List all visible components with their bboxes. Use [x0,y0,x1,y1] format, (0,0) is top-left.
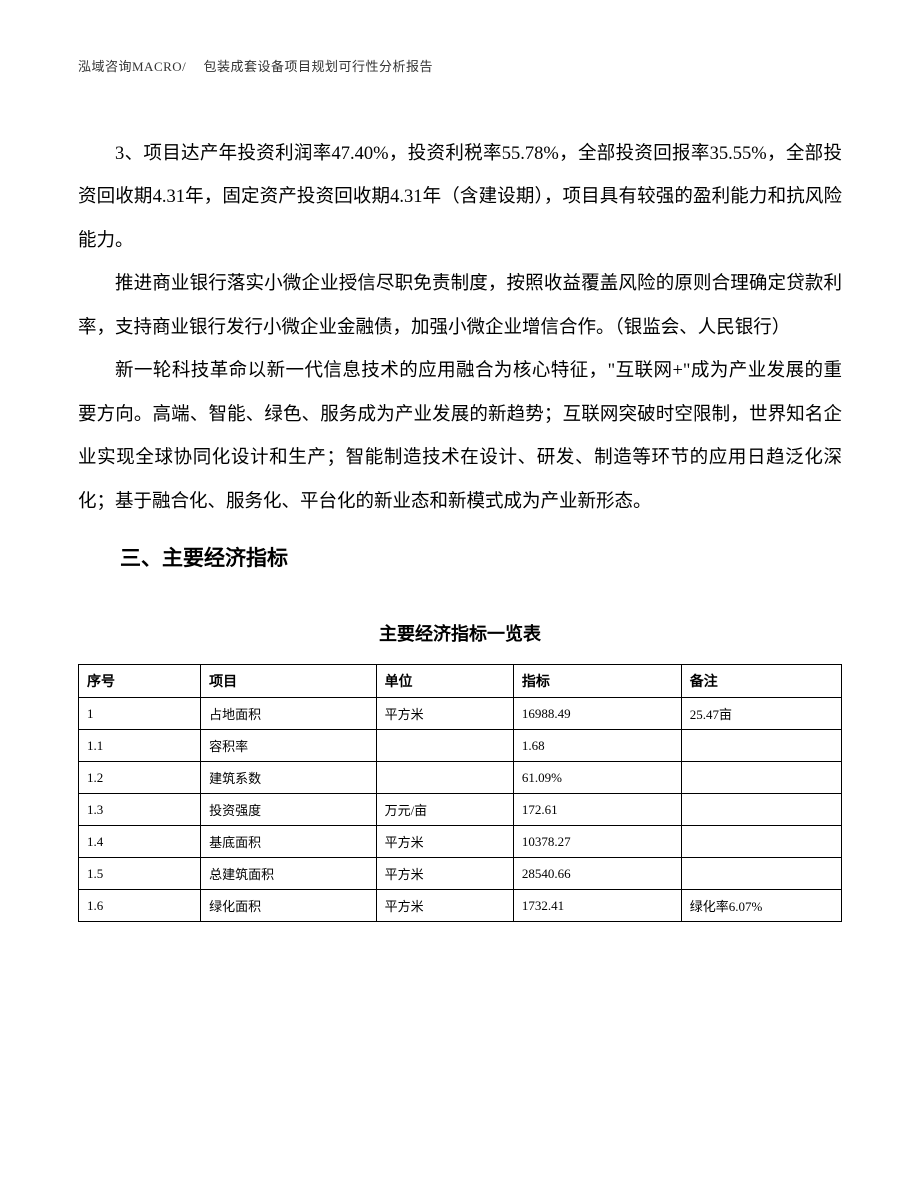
economic-indicators-table: 序号 项目 单位 指标 备注 1 占地面积 平方米 16988.49 25.47… [78,664,842,922]
table-cell: 占地面积 [201,698,376,730]
table-cell: 平方米 [376,858,513,890]
table-cell: 平方米 [376,890,513,922]
table-cell: 容积率 [201,730,376,762]
table-cell: 建筑系数 [201,762,376,794]
table-cell [681,858,841,890]
table-cell: 万元/亩 [376,794,513,826]
document-page: 泓域咨询MACRO/ 包装成套设备项目规划可行性分析报告 3、项目达产年投资利润… [0,0,920,982]
paragraph-3: 新一轮科技革命以新一代信息技术的应用融合为核心特征，"互联网+"成为产业发展的重… [78,350,842,524]
table-header-cell: 备注 [681,665,841,698]
table-body: 1 占地面积 平方米 16988.49 25.47亩 1.1 容积率 1.68 … [79,698,842,922]
paragraph-1: 3、项目达产年投资利润率47.40%，投资利税率55.78%，全部投资回报率35… [78,133,842,263]
table-cell [376,730,513,762]
table-cell: 1.3 [79,794,201,826]
table-cell [681,794,841,826]
table-row: 1.5 总建筑面积 平方米 28540.66 [79,858,842,890]
table-cell: 1.4 [79,826,201,858]
table-cell: 1.1 [79,730,201,762]
table-cell: 10378.27 [513,826,681,858]
table-cell: 平方米 [376,826,513,858]
table-cell: 16988.49 [513,698,681,730]
table-cell [376,762,513,794]
table-cell: 1.6 [79,890,201,922]
table-header-row: 序号 项目 单位 指标 备注 [79,665,842,698]
table-row: 1.6 绿化面积 平方米 1732.41 绿化率6.07% [79,890,842,922]
page-header: 泓域咨询MACRO/ 包装成套设备项目规划可行性分析报告 [78,56,842,75]
table-row: 1.2 建筑系数 61.09% [79,762,842,794]
table-cell: 61.09% [513,762,681,794]
table-cell: 总建筑面积 [201,858,376,890]
table-cell: 投资强度 [201,794,376,826]
section-heading: 三、主要经济指标 [78,538,842,580]
table-cell: 1 [79,698,201,730]
table-cell: 基底面积 [201,826,376,858]
table-cell: 绿化面积 [201,890,376,922]
table-row: 1 占地面积 平方米 16988.49 25.47亩 [79,698,842,730]
table-cell [681,730,841,762]
table-cell [681,762,841,794]
paragraph-2: 推进商业银行落实小微企业授信尽职免责制度，按照收益覆盖风险的原则合理确定贷款利率… [78,263,842,350]
table-cell: 28540.66 [513,858,681,890]
table-row: 1.1 容积率 1.68 [79,730,842,762]
table-cell: 172.61 [513,794,681,826]
table-cell: 1.5 [79,858,201,890]
table-cell: 1.68 [513,730,681,762]
table-cell: 绿化率6.07% [681,890,841,922]
table-cell [681,826,841,858]
table-title: 主要经济指标一览表 [78,620,842,646]
table-cell: 1732.41 [513,890,681,922]
table-header-cell: 单位 [376,665,513,698]
body-content: 3、项目达产年投资利润率47.40%，投资利税率55.78%，全部投资回报率35… [78,133,842,524]
table-row: 1.4 基底面积 平方米 10378.27 [79,826,842,858]
table-header-cell: 项目 [201,665,376,698]
table-cell: 1.2 [79,762,201,794]
table-header-cell: 序号 [79,665,201,698]
table-header-cell: 指标 [513,665,681,698]
table-cell: 25.47亩 [681,698,841,730]
table-row: 1.3 投资强度 万元/亩 172.61 [79,794,842,826]
table-cell: 平方米 [376,698,513,730]
